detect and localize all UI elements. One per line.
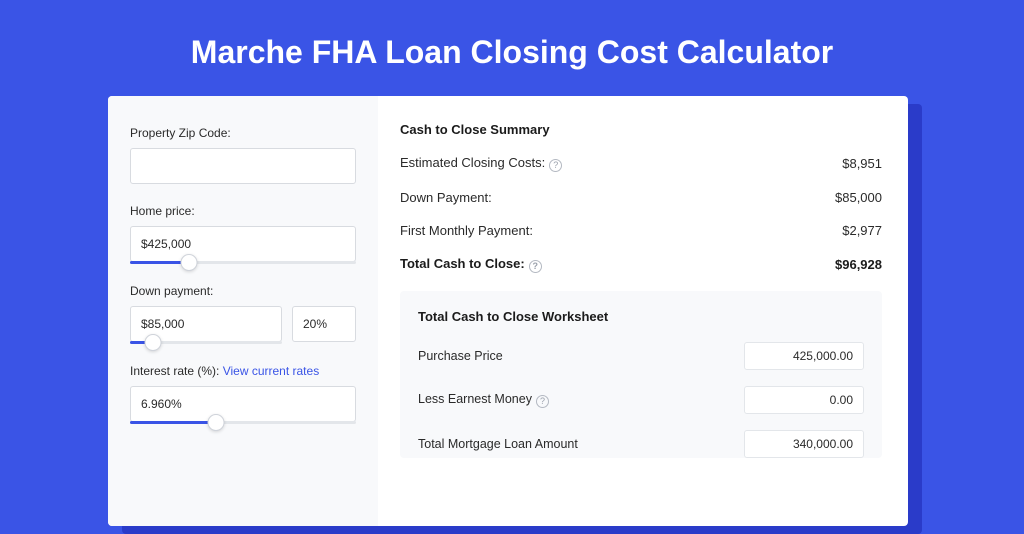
worksheet-title: Total Cash to Close Worksheet xyxy=(418,309,864,324)
summary-row-label: First Monthly Payment: xyxy=(400,223,533,238)
summary-row-label: Estimated Closing Costs:? xyxy=(400,155,562,172)
results-panel: Cash to Close Summary Estimated Closing … xyxy=(378,96,908,526)
help-icon[interactable]: ? xyxy=(549,159,562,172)
down-payment-slider-thumb[interactable] xyxy=(144,334,161,351)
summary-title: Cash to Close Summary xyxy=(400,122,882,137)
interest-label-text: Interest rate (%): xyxy=(130,364,223,378)
interest-input[interactable] xyxy=(130,386,356,422)
help-icon[interactable]: ? xyxy=(529,260,542,273)
worksheet-row: Total Mortgage Loan Amount xyxy=(418,430,864,458)
page-title: Marche FHA Loan Closing Cost Calculator xyxy=(0,0,1024,95)
summary-row: First Monthly Payment: $2,977 xyxy=(400,223,882,238)
worksheet-row-label: Total Mortgage Loan Amount xyxy=(418,437,578,451)
summary-row-value: $8,951 xyxy=(842,156,882,171)
worksheet-row-input[interactable] xyxy=(744,342,864,370)
summary-row: Down Payment: $85,000 xyxy=(400,190,882,205)
home-price-slider-thumb[interactable] xyxy=(180,254,197,271)
summary-row: Estimated Closing Costs:? $8,951 xyxy=(400,155,882,172)
summary-row-label: Total Cash to Close:? xyxy=(400,256,542,273)
calculator-card: Property Zip Code: Home price: Down paym… xyxy=(108,96,908,526)
summary-row-value: $96,928 xyxy=(835,257,882,272)
summary-rows: Estimated Closing Costs:? $8,951 Down Paym… xyxy=(400,155,882,273)
worksheet-section: Total Cash to Close Worksheet Purchase P… xyxy=(400,291,882,458)
summary-row-label: Down Payment: xyxy=(400,190,492,205)
home-price-slider[interactable] xyxy=(130,261,356,264)
summary-row-value: $85,000 xyxy=(835,190,882,205)
worksheet-rows: Purchase Price Less Earnest Money? Total M… xyxy=(418,342,864,458)
interest-label: Interest rate (%): View current rates xyxy=(130,364,356,378)
worksheet-row: Purchase Price xyxy=(418,342,864,370)
zip-label: Property Zip Code: xyxy=(130,126,356,140)
worksheet-row-input[interactable] xyxy=(744,430,864,458)
down-payment-field-group: Down payment: xyxy=(130,284,356,344)
home-price-input[interactable] xyxy=(130,226,356,262)
home-price-label: Home price: xyxy=(130,204,356,218)
down-payment-pct-input[interactable] xyxy=(292,306,356,342)
down-payment-label: Down payment: xyxy=(130,284,356,298)
interest-field-group: Interest rate (%): View current rates xyxy=(130,364,356,424)
worksheet-row-input[interactable] xyxy=(744,386,864,414)
worksheet-row-label: Purchase Price xyxy=(418,349,503,363)
interest-slider[interactable] xyxy=(130,421,356,424)
help-icon[interactable]: ? xyxy=(536,395,549,408)
interest-slider-thumb[interactable] xyxy=(207,414,224,431)
worksheet-row: Less Earnest Money? xyxy=(418,386,864,414)
summary-row-value: $2,977 xyxy=(842,223,882,238)
view-rates-link[interactable]: View current rates xyxy=(223,364,320,378)
input-panel: Property Zip Code: Home price: Down paym… xyxy=(108,96,378,526)
summary-row: Total Cash to Close:? $96,928 xyxy=(400,256,882,273)
down-payment-slider[interactable] xyxy=(130,341,282,344)
home-price-field-group: Home price: xyxy=(130,204,356,264)
zip-input[interactable] xyxy=(130,148,356,184)
interest-slider-fill xyxy=(130,421,216,424)
zip-field-group: Property Zip Code: xyxy=(130,126,356,184)
worksheet-row-label: Less Earnest Money? xyxy=(418,392,549,408)
